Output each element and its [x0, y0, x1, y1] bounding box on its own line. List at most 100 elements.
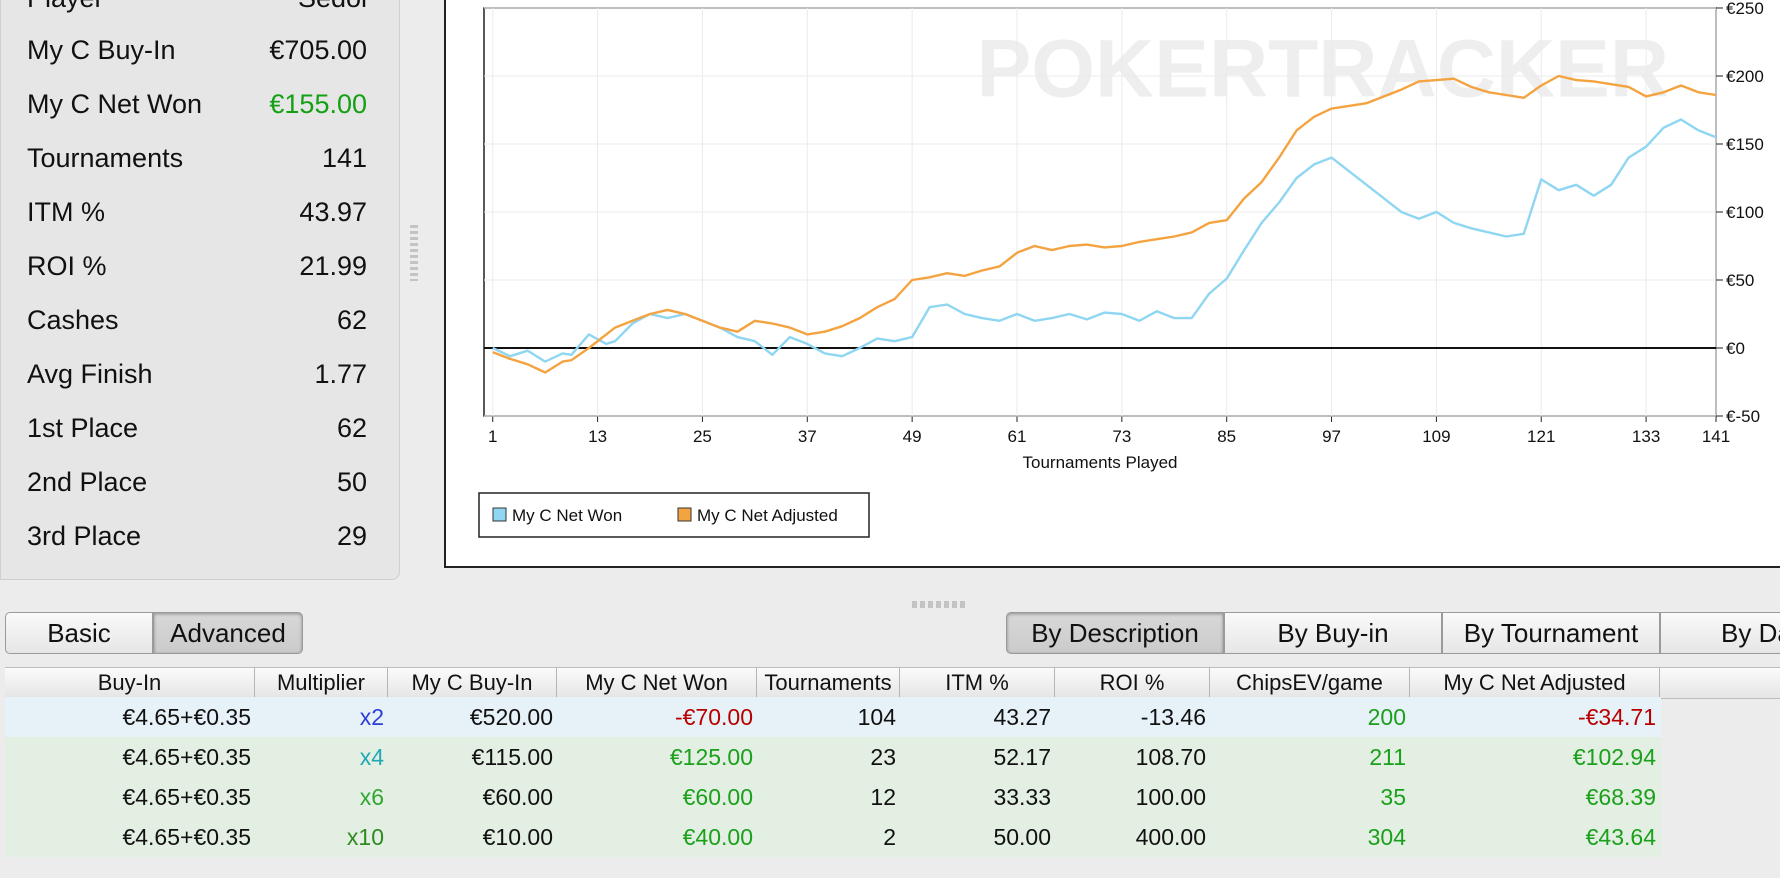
column-header[interactable]: My C Net Adjusted	[1410, 668, 1660, 698]
x-tick-label: 73	[1112, 427, 1131, 446]
vertical-splitter-handle[interactable]	[410, 225, 418, 281]
legend-swatch	[677, 507, 692, 522]
table-cell-chipsev: 211	[1369, 744, 1406, 770]
x-tick-label: 121	[1527, 427, 1555, 446]
table-cell-net-won: €40.00	[682, 824, 753, 850]
stat-value: 62	[336, 305, 367, 335]
stat-row: Tournaments 141	[27, 143, 367, 183]
x-axis-label: Tournaments Played	[1023, 453, 1178, 472]
column-header[interactable]: Tournaments	[757, 668, 900, 698]
table-cell-roi: 400.00	[1135, 824, 1206, 850]
column-header[interactable]: Buy-In	[5, 668, 255, 698]
table-cell-my-buyin: €115.00	[471, 744, 553, 770]
y-tick-label: €-50	[1726, 407, 1760, 426]
tab-by-tournament[interactable]: By Tournament	[1442, 612, 1660, 654]
column-header[interactable]: Multiplier	[255, 668, 388, 698]
table-cell-itm: 52.17	[993, 744, 1051, 770]
table-cell-multiplier: x6	[359, 784, 384, 810]
x-tick-label: 13	[588, 427, 607, 446]
legend-label: My C Net Won	[512, 506, 622, 525]
series-line-my-c-net-won	[492, 118, 1717, 363]
stat-label: 3rd Place	[27, 521, 142, 551]
stat-label: My C Buy-In	[27, 35, 176, 65]
table-row[interactable]: €4.65+€0.35 x2 €520.00 -€70.00 104 43.27 -13.4…	[5, 697, 1661, 737]
table-cell-net-won: €125.00	[669, 744, 753, 770]
legend-box	[478, 492, 870, 538]
column-header[interactable]: My C Buy-In	[388, 668, 557, 698]
stat-row: Avg Finish 1.77	[27, 359, 367, 399]
table-row[interactable]: €4.65+€0.35 x10 €10.00 €40.00 2 50.00 400.00 30…	[5, 817, 1661, 857]
x-tick-label: 85	[1217, 427, 1236, 446]
horizontal-splitter-handle[interactable]	[912, 601, 968, 608]
stat-value: 1.77	[314, 359, 367, 389]
stat-value: 141	[321, 143, 367, 173]
table-cell-chipsev: 200	[1367, 704, 1406, 730]
stat-value: €705.00	[269, 35, 367, 65]
series-line-my-c-net-adjusted	[492, 74, 1717, 374]
table-cell-net-adjusted: €102.94	[1572, 744, 1656, 770]
stat-value: 43.97	[299, 197, 367, 227]
stat-value: 29	[336, 521, 367, 551]
legend-swatch	[492, 507, 507, 522]
table-cell-roi: 100.00	[1135, 784, 1206, 810]
x-tick-label: 133	[1632, 427, 1660, 446]
stat-value: 62	[336, 413, 367, 443]
stat-label: ITM %	[27, 197, 105, 227]
table-cell-net-won: €60.00	[682, 784, 753, 810]
column-header[interactable]: ROI %	[1055, 668, 1210, 698]
watermark-text: POKERTRACKER	[977, 23, 1669, 114]
x-tick-label: 49	[903, 427, 922, 446]
column-header[interactable]: ChipsEV/game	[1210, 668, 1410, 698]
x-tick-label: 97	[1322, 427, 1341, 446]
stat-label: 1st Place	[27, 413, 139, 443]
table-cell-multiplier: x4	[359, 744, 384, 770]
tab-by-date[interactable]: By Da	[1660, 612, 1780, 654]
table-cell-roi: 108.70	[1135, 744, 1206, 770]
stat-row: Cashes 62	[27, 305, 367, 345]
stat-row: ROI % 21.99	[27, 251, 367, 291]
tab-by-description[interactable]: By Description	[1006, 612, 1224, 654]
table-cell-net-adjusted: €68.39	[1585, 784, 1656, 810]
table-cell-itm: 43.27	[993, 704, 1051, 730]
stat-label: Player	[27, 0, 104, 14]
stat-label: Cashes	[27, 305, 119, 335]
stat-row: ITM % 43.97	[27, 197, 367, 237]
stat-row: 3rd Place 29	[27, 521, 367, 561]
table-cell-roi: -13.46	[1140, 704, 1206, 730]
stat-label: Tournaments	[27, 143, 184, 173]
stat-row-player: Player Sedol	[27, 0, 367, 23]
y-tick-label: €250	[1726, 0, 1764, 18]
table-cell-buyin: €4.65+€0.35	[122, 824, 251, 850]
stat-value: €155.00	[269, 89, 367, 119]
stat-row: 2nd Place 50	[27, 467, 367, 507]
table-row[interactable]: €4.65+€0.35 x6 €60.00 €60.00 12 33.33 100.00 35…	[5, 777, 1661, 817]
stat-value: 21.99	[299, 251, 367, 281]
column-header[interactable]: My C Net Won	[557, 668, 757, 698]
table-cell-net-adjusted: -€34.71	[1577, 704, 1656, 730]
stat-value: Sedol	[298, 0, 367, 14]
tab-advanced[interactable]: Advanced	[153, 612, 303, 654]
table-cell-itm: 50.00	[993, 824, 1051, 850]
y-tick-label: €0	[1726, 339, 1745, 358]
table-cell-tournaments: 2	[883, 824, 896, 850]
tab-by-buyin[interactable]: By Buy-in	[1224, 612, 1442, 654]
table-cell-tournaments: 104	[857, 704, 896, 730]
stat-label: 2nd Place	[27, 467, 148, 497]
table-cell-itm: 33.33	[993, 784, 1051, 810]
x-tick-label: 141	[1702, 427, 1730, 446]
stat-row: 1st Place 62	[27, 413, 367, 453]
table-row[interactable]: €4.65+€0.35 x4 €115.00 €125.00 23 52.17 108.70…	[5, 737, 1661, 777]
table-cell-net-adjusted: €43.64	[1585, 824, 1656, 850]
stat-label: Avg Finish	[27, 359, 153, 389]
table-cell-my-buyin: €10.00	[482, 824, 553, 850]
table-cell-buyin: €4.65+€0.35	[122, 744, 251, 770]
table-cell-buyin: €4.65+€0.35	[122, 784, 251, 810]
tab-basic[interactable]: Basic	[5, 612, 153, 654]
table-header: Buy-In Multiplier My C Buy-In My C Net Won T…	[5, 667, 1780, 699]
table-cell-net-won: -€70.00	[674, 704, 753, 730]
table-cell-multiplier: x2	[359, 704, 384, 730]
y-tick-label: €50	[1726, 271, 1754, 290]
column-header[interactable]: ITM %	[900, 668, 1055, 698]
y-tick-label: €150	[1726, 135, 1764, 154]
table-cell-buyin: €4.65+€0.35	[122, 704, 251, 730]
